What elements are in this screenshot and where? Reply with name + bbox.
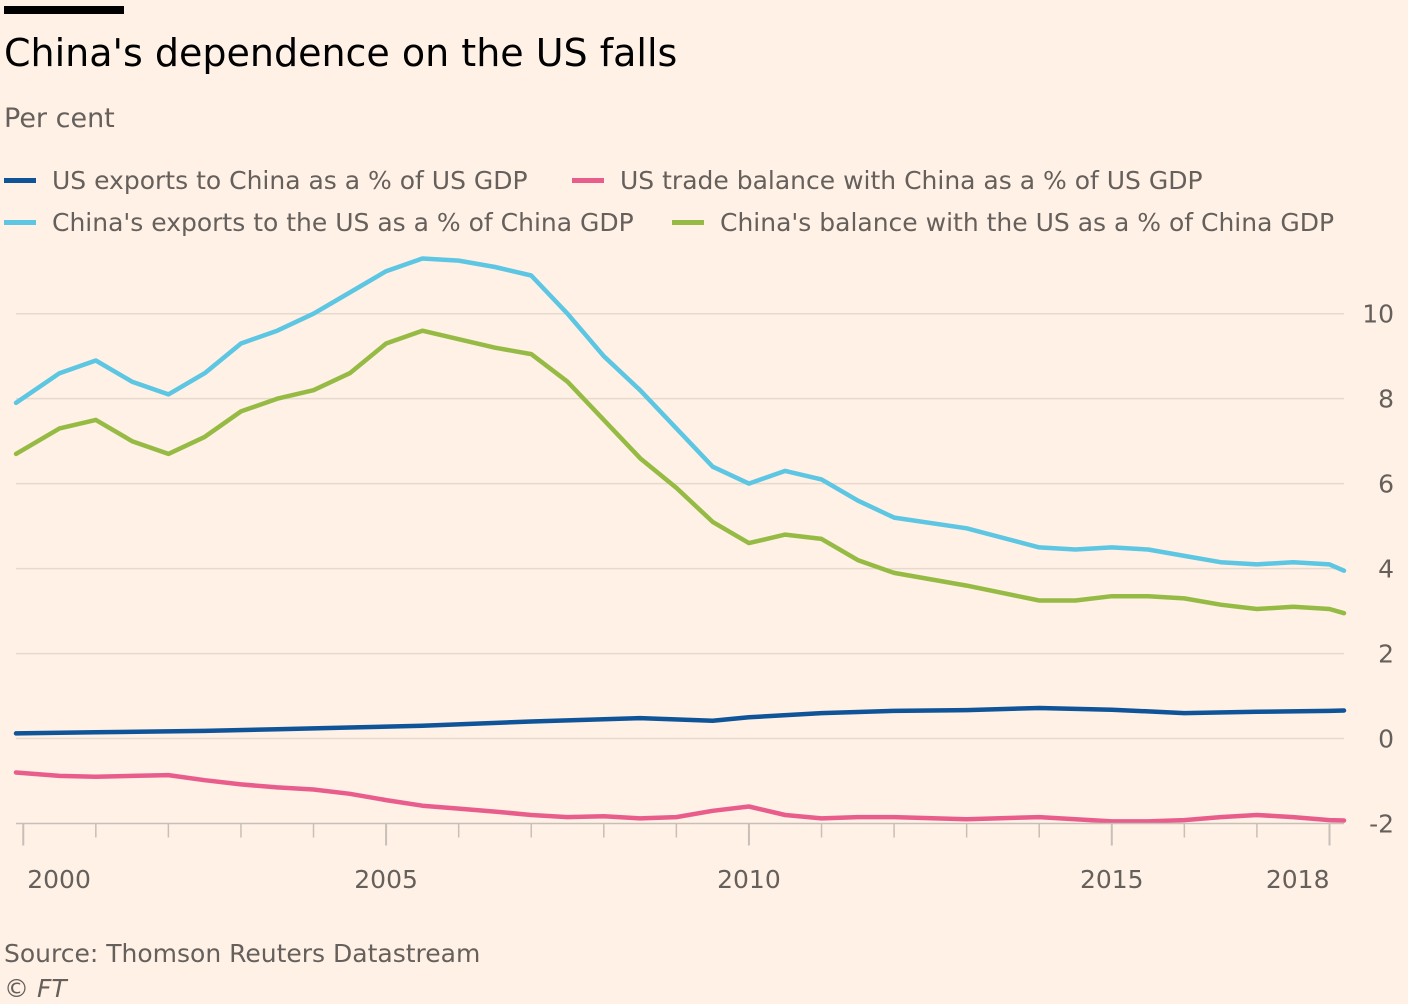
y-tick-label: -2 — [1369, 810, 1394, 839]
series-layer — [13, 256, 1347, 824]
y-tick-label: 2 — [1378, 640, 1394, 669]
legend-swatch-us-exports — [4, 177, 36, 183]
legend-item-china-exports: China's exports to the US as a % of Chin… — [4, 206, 634, 238]
y-tick-label: 8 — [1378, 385, 1394, 414]
y-tick-label: 6 — [1378, 470, 1394, 499]
y-tick-label: 4 — [1378, 555, 1394, 584]
ft-credit: © FT — [4, 974, 67, 1003]
legend-item-us-trade-balance: US trade balance with China as a % of US… — [572, 164, 1203, 196]
y-tick-label: 0 — [1378, 725, 1394, 754]
legend-label-us-trade-balance: US trade balance with China as a % of US… — [620, 165, 1203, 195]
chart-subtitle: Per cent — [4, 103, 115, 134]
x-tick-label: 2015 — [1080, 865, 1144, 894]
series-line-us-trade-balance — [13, 770, 1347, 824]
source-note: Source: Thomson Reuters Datastream — [4, 939, 481, 968]
legend-label-china-balance: China's balance with the US as a % of Ch… — [720, 207, 1335, 237]
y-tick-label: 10 — [1362, 300, 1394, 329]
legend-swatch-china-exports — [4, 219, 36, 225]
x-tick-label: 2018 — [1266, 865, 1330, 894]
legend-swatch-us-trade-balance — [572, 177, 604, 183]
series-line-china-exports — [13, 256, 1347, 573]
x-tick-label: 2000 — [27, 865, 91, 894]
x-tick-label: 2010 — [717, 865, 781, 894]
legend-label-china-exports: China's exports to the US as a % of Chin… — [52, 207, 634, 237]
axis-layer: 10 8 6 4 2 0 -2 2000 2005 2010 2015 2018 — [16, 300, 1394, 894]
legend-label-us-exports: US exports to China as a % of US GDP — [52, 165, 528, 195]
series-line-us-exports — [13, 705, 1347, 736]
series-line-china-balance — [13, 328, 1347, 616]
x-tick-label: 2005 — [354, 865, 418, 894]
legend-item-china-balance: China's balance with the US as a % of Ch… — [672, 206, 1334, 238]
legend-item-us-exports: US exports to China as a % of US GDP — [4, 164, 528, 196]
chart-title: China's dependence on the US falls — [4, 31, 678, 75]
grid-layer — [16, 312, 1344, 740]
legend-swatch-china-balance — [672, 219, 704, 225]
ft-top-bar — [4, 6, 124, 14]
